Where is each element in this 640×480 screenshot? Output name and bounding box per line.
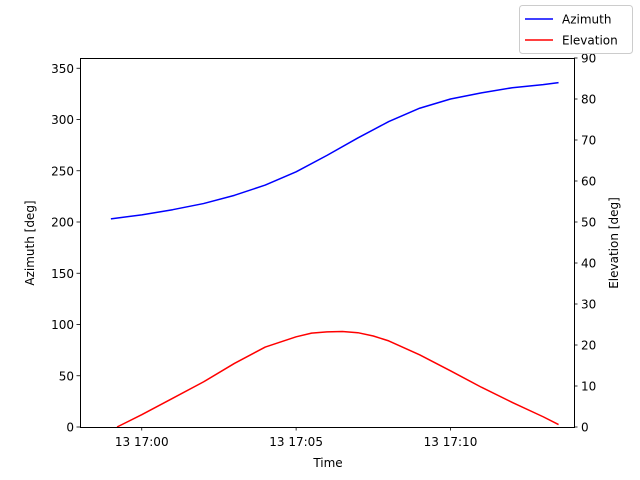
right-tick-label: 30 (581, 298, 596, 312)
series-layer (110, 81, 559, 428)
left-tick-label: 250 (51, 164, 74, 178)
x-axis-label: Time (312, 456, 342, 470)
right-tick-label: 70 (581, 134, 596, 148)
left-tick-label: 0 (66, 421, 74, 435)
right-tick-label: 80 (581, 93, 596, 107)
legend-azimuth-label: Azimuth (562, 13, 611, 27)
x-tick-label: 13 17:10 (424, 435, 478, 449)
right-tick-label: 60 (581, 175, 596, 189)
elevation-line (116, 330, 559, 428)
left-tick-label: 350 (51, 62, 74, 76)
left-axis-ticks: 0 50 100 150 200 250 300 350 (51, 62, 80, 435)
right-axis-label: Elevation [deg] (607, 197, 621, 289)
right-tick-label: 90 (581, 52, 596, 66)
plot-frame (80, 58, 575, 428)
right-tick-label: 10 (581, 380, 596, 394)
right-axis-ticks: 0 10 20 30 40 50 60 70 80 90 (574, 52, 596, 435)
left-tick-label: 150 (51, 267, 74, 281)
legend-elevation-label: Elevation (562, 34, 618, 48)
left-tick-label: 100 (51, 318, 74, 332)
right-tick-label: 20 (581, 339, 596, 353)
right-tick-label: 0 (581, 421, 589, 435)
x-axis-ticks: 13 17:00 13 17:05 13 17:10 (115, 427, 477, 449)
left-tick-label: 200 (51, 216, 74, 230)
right-tick-label: 50 (581, 216, 596, 230)
legend: Azimuth Elevation (519, 5, 633, 54)
azimuth-line (110, 81, 559, 220)
left-tick-label: 50 (59, 369, 74, 383)
x-tick-label: 13 17:05 (269, 435, 323, 449)
legend-frame (519, 5, 633, 54)
left-axis-label: Azimuth [deg] (23, 200, 37, 285)
x-tick-label: 13 17:00 (115, 435, 169, 449)
right-tick-label: 40 (581, 257, 596, 271)
left-tick-label: 300 (51, 113, 74, 127)
